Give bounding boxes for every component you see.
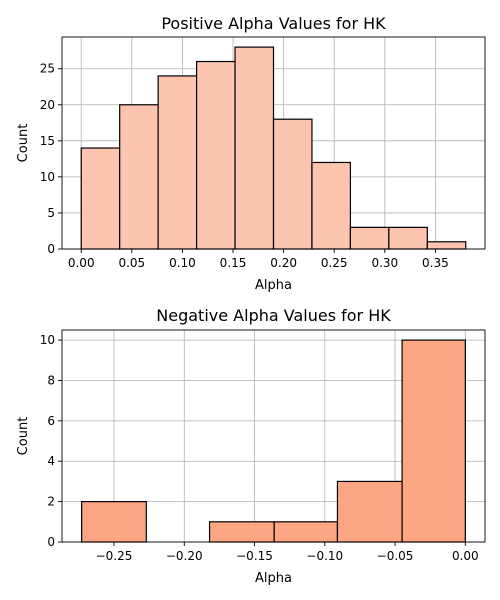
x-tick-label: 0.00 — [68, 256, 95, 270]
chart-title: Negative Alpha Values for HK — [156, 306, 391, 325]
x-axis-label: Alpha — [255, 571, 292, 586]
y-tick-label: 25 — [40, 62, 55, 76]
chart-title: Positive Alpha Values for HK — [161, 14, 386, 33]
x-tick-label: −0.20 — [166, 549, 203, 563]
x-axis-label: Alpha — [255, 278, 292, 293]
histogram-bar — [311, 161, 352, 250]
histogram-bar — [336, 480, 403, 543]
axes-frame — [61, 36, 486, 250]
x-tick-label: 0.20 — [270, 256, 297, 270]
histogram-bar — [273, 521, 339, 543]
x-tick-label: −0.25 — [96, 549, 133, 563]
histogram-bar — [195, 60, 236, 250]
y-tick-label: 20 — [40, 98, 55, 112]
x-tick-label: −0.10 — [306, 549, 343, 563]
y-axis-label: Count — [16, 417, 31, 456]
y-tick-label: 4 — [47, 454, 55, 468]
x-tick-label: 0.05 — [118, 256, 145, 270]
histogram-bar — [157, 75, 198, 250]
x-tick-label: −0.15 — [236, 549, 273, 563]
x-tick-label: 0.00 — [452, 549, 479, 563]
x-tick-label: 0.25 — [321, 256, 348, 270]
bars — [81, 339, 466, 543]
histogram-bar — [234, 46, 275, 250]
x-tick-label: −0.05 — [377, 549, 414, 563]
x-tick-label: 0.30 — [371, 256, 398, 270]
x-ticks: 0.00 0.05 0.10 0.15 0.20 0.25 0.30 0.35 — [68, 249, 449, 270]
y-ticks: 0 2 4 6 8 10 — [40, 333, 62, 549]
y-tick-label: 0 — [47, 535, 55, 549]
y-axis-label: Count — [16, 124, 31, 163]
chart-negative: Negative Alpha Values for HK Alpha Count… — [16, 306, 486, 586]
axes-frame — [61, 329, 486, 543]
histogram-bar — [426, 241, 467, 250]
bars — [80, 46, 467, 250]
histogram-bar — [119, 104, 159, 250]
x-tick-label: 0.15 — [220, 256, 247, 270]
y-tick-label: 5 — [47, 206, 55, 220]
x-tick-label: 0.35 — [422, 256, 449, 270]
y-tick-label: 6 — [47, 414, 55, 428]
y-tick-label: 0 — [47, 242, 55, 256]
histogram-bar — [272, 118, 313, 250]
y-tick-label: 15 — [40, 134, 55, 148]
y-ticks: 0 5 10 15 20 25 — [40, 62, 62, 256]
y-tick-label: 10 — [40, 170, 55, 184]
chart-positive: Positive Alpha Values for HK Alpha Count… — [16, 14, 486, 293]
x-ticks: −0.25 −0.20 −0.15 −0.10 −0.05 0.00 — [96, 542, 479, 563]
histogram-bar — [388, 226, 428, 250]
histogram-bar — [401, 339, 466, 543]
x-tick-label: 0.10 — [169, 256, 196, 270]
histogram-bar — [208, 521, 275, 543]
histogram-bar — [349, 226, 390, 250]
y-tick-label: 10 — [40, 333, 55, 347]
histogram-bar — [81, 501, 147, 543]
y-tick-label: 8 — [47, 373, 55, 387]
histogram-bar — [80, 147, 121, 250]
y-tick-label: 2 — [47, 495, 55, 509]
